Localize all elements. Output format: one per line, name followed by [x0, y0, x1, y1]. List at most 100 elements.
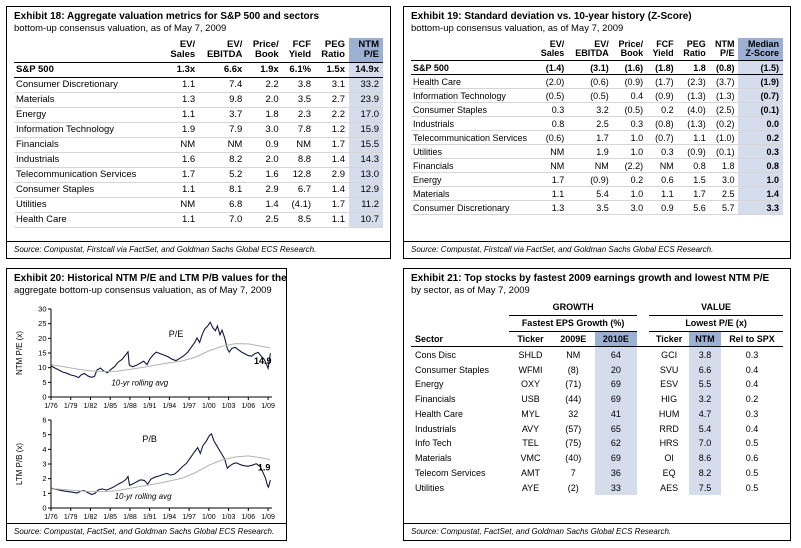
cell: (1.3): [677, 116, 710, 132]
cell: 1.1: [315, 212, 349, 228]
10-yr-rolling-avg-line: [50, 455, 271, 493]
cell: 0.4: [745, 423, 759, 434]
cell: HUM: [658, 408, 680, 419]
corner-cell: [14, 38, 164, 62]
pb-series-label: P/B: [142, 434, 157, 444]
cell: (1.0): [709, 130, 739, 146]
cell: 7.4: [199, 77, 247, 93]
table-row-information-technology: Information Technology 1.9 7.9 3.0 7.8 1.2 15.…: [14, 122, 383, 138]
cell: SHLD: [518, 349, 543, 360]
cell: 32: [568, 408, 579, 419]
cell: 1.4: [315, 152, 349, 168]
cell: 0.4: [745, 379, 759, 390]
cell: 2.5: [246, 212, 283, 228]
y-tick-label: 20: [38, 334, 46, 343]
cell: 8.6: [689, 450, 721, 466]
cell: (2.2): [612, 158, 648, 174]
cell: 3.7: [199, 107, 247, 123]
cell: (0.9): [647, 88, 678, 104]
cell: 2.5: [568, 116, 613, 132]
cell: 3.3: [738, 200, 783, 216]
exhibit-19-subtitle: bottom-up consensus valuation, as of May…: [411, 23, 624, 34]
cell: 1.5: [677, 172, 710, 188]
row-label: Materials: [411, 186, 535, 202]
table-row-materials: Materials 1.1 5.4 1.0 1.1 1.7 2.5 1.4: [411, 186, 783, 202]
table-row-industrials: Industrials 0.8 2.5 0.3 (0.8) (1.3) (0.2) 0.0: [411, 116, 783, 132]
row-label: Consumer Discretionary: [411, 200, 535, 216]
cell: NM: [535, 158, 569, 174]
cell: (0.6): [535, 130, 569, 146]
cell: 36: [594, 465, 638, 481]
cell: 7.9: [199, 122, 247, 138]
sector-label: Financials: [415, 394, 456, 405]
cell: (0.1): [709, 144, 739, 160]
cell: (1.6): [612, 60, 648, 76]
exhibit-18-subtitle: bottom-up consensus valuation, as of May…: [14, 23, 227, 34]
x-tick-label: 1/97: [182, 514, 196, 521]
ltm-p-b-line: [50, 433, 271, 496]
exhibit-21-body: GROWTH VALUE Fastest EPS Growth (%) Lowest …: [404, 299, 790, 523]
cell: NM: [164, 137, 200, 153]
spacer-cell: [637, 331, 650, 348]
cell: 3.5: [282, 92, 316, 108]
cell: 0.5: [745, 438, 759, 449]
ltm-pb-chart: 0 1 2 3 4 5 6 1/76 1/79 1/82 1/85 1/88 1/91 1/94 1/97 1…: [15, 416, 275, 522]
stock-row-telecom-services: Telecom Services AMT 7 36 EQ 8.2 0.5: [411, 465, 783, 481]
cell: ESV: [660, 379, 679, 390]
cell: 0.9: [647, 200, 678, 216]
cell: 0.3: [647, 144, 678, 160]
cell: 69: [594, 376, 638, 392]
cell: (4.1): [282, 197, 316, 213]
cell: 1.7: [568, 130, 613, 146]
cell: 1.0: [612, 130, 648, 146]
spacer-cell: [637, 421, 649, 436]
cell: (0.5): [535, 88, 569, 104]
cell: 1.8: [677, 60, 710, 76]
cell: 7.0: [199, 212, 247, 228]
row-label: Consumer Staples: [411, 102, 535, 118]
x-tick-label: 1/85: [103, 403, 117, 410]
ntm-p-e-line: [50, 321, 271, 379]
y-tick-label: 15: [38, 349, 46, 358]
cell: 6.6: [689, 362, 721, 377]
col-header-ev-sales: EV/Sales: [540, 38, 565, 59]
cell: (2.5): [709, 102, 739, 118]
stock-row-industrials: Industrials AVY (57) 65 RRD 5.4 0.4: [411, 421, 783, 437]
cell: 62: [594, 436, 638, 451]
exhibit-20-title: Exhibit 20: Historical NTM P/E and LTM P…: [14, 273, 286, 284]
exhibit-19-body: EV/Sales EV/EBITDA Price/Book FCF Yield PEG Ra…: [404, 37, 790, 241]
cell: 1.8: [709, 158, 739, 174]
cell: OXY: [520, 379, 540, 390]
value-sub-header: Lowest P/E (x): [649, 315, 783, 332]
cell: 6.7: [282, 182, 316, 198]
cell: (2.3): [677, 74, 710, 90]
cell: 0.4: [612, 88, 648, 104]
exhibit-21-subtitle: by sector, as of May 7, 2009: [411, 285, 530, 296]
cell: 0.2: [612, 172, 648, 188]
x-tick-label: 1/91: [143, 403, 157, 410]
cell: 8.1: [199, 182, 247, 198]
x-tick-label: 1/97: [182, 403, 196, 410]
x-tick-label: 1/82: [84, 403, 98, 410]
stock-row-materials: Materials VMC (40) 69 OI 8.6 0.6: [411, 450, 783, 466]
cell: (0.6): [568, 74, 613, 90]
cell: 0.9: [246, 137, 283, 153]
col-header-median-z-score: Median Z-Score: [738, 38, 783, 61]
exhibit-18-panel: Exhibit 18: Aggregate valuation metrics …: [6, 6, 391, 259]
cell: (1.7): [647, 74, 678, 90]
cell: 0.3: [738, 144, 783, 160]
cell: AMT: [520, 467, 540, 478]
col-header-ev-ebitda: EV/EBITDA: [575, 38, 609, 59]
stock-row-health-care: Health Care MYL 32 41 HUM 4.7 0.3: [411, 406, 783, 422]
cell: 0.4: [745, 364, 759, 375]
cell: (8): [567, 364, 579, 375]
col-header-ntm-p-e: NTM P/E: [348, 38, 383, 62]
y-axis-label: LTM P/B (x): [15, 443, 24, 485]
cell: 0.2: [647, 102, 678, 118]
cell: 15.9: [348, 122, 383, 138]
row-label: Information Technology: [411, 88, 535, 104]
cell: 1.7: [677, 186, 710, 202]
cell: 5.4: [689, 421, 721, 437]
row-label: Health Care: [411, 74, 535, 90]
